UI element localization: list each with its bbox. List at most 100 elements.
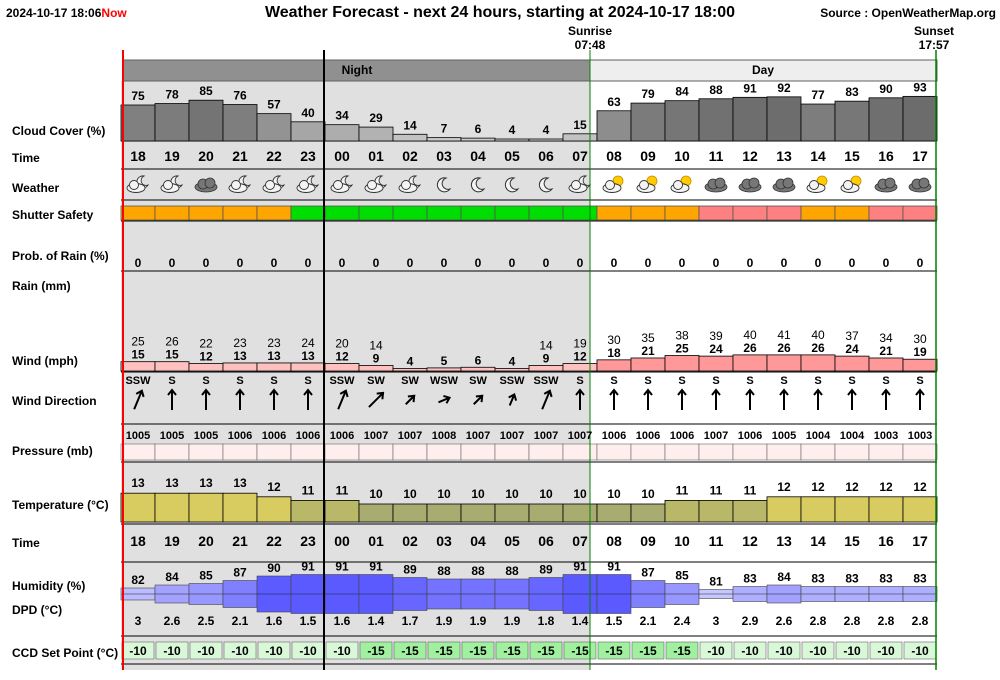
time-label: 19	[164, 148, 180, 164]
cloud-cover-value: 34	[335, 109, 349, 123]
dpd-value: 2.6	[776, 614, 793, 628]
time-label: 02	[402, 533, 418, 549]
time-label: 14	[810, 148, 826, 164]
cloud-cover-bar	[630, 102, 666, 142]
time-label: 04	[470, 533, 486, 549]
wind-direction-label: S	[678, 375, 685, 387]
wind-gust-value: 41	[777, 328, 791, 342]
time-label: 09	[640, 533, 656, 549]
pressure-cell	[426, 443, 462, 461]
sunset-label: Sunset	[913, 24, 954, 38]
humidity-value: 85	[675, 569, 689, 583]
shutter-safety-cell	[664, 205, 700, 221]
cloud-cover-value: 29	[369, 111, 383, 125]
wind-arrow-icon	[711, 388, 721, 410]
humidity-value: 83	[879, 572, 893, 586]
wind-speed-bar	[664, 355, 700, 372]
temperature-value: 12	[913, 480, 927, 494]
wind-arrow-icon	[847, 388, 857, 410]
wind-arrow-icon	[368, 391, 385, 408]
cloud-cover-value: 91	[743, 81, 757, 95]
dpd-value: 1.6	[266, 614, 283, 628]
prob-rain-value: 0	[577, 256, 584, 270]
pressure-cell	[868, 443, 904, 461]
cloud-cover-value: 6	[475, 122, 482, 136]
source-label: Source : OpenWeatherMap.org	[820, 6, 996, 20]
wind-arrow-icon	[677, 388, 687, 410]
cloud-cover-bar	[154, 103, 190, 142]
wind-arrow-icon	[269, 388, 279, 410]
humidity-value: 83	[743, 572, 757, 586]
time-label: 21	[232, 533, 248, 549]
wind-arrow-icon	[473, 394, 484, 405]
wind-speed-value: 4	[509, 355, 516, 369]
partly-cloudy-day-icon	[806, 175, 828, 193]
wind-arrow-icon	[881, 388, 891, 410]
cloud-cover-bar	[392, 133, 428, 142]
wind-arrow-icon	[609, 388, 619, 410]
label-shutter-safety: Shutter Safety	[12, 208, 94, 222]
humidity-value: 89	[403, 563, 417, 577]
time-label: 13	[776, 148, 792, 164]
wind-arrow-icon	[541, 389, 553, 410]
cloud-cover-value: 15	[573, 118, 587, 132]
time-label: 05	[504, 148, 520, 164]
wind-direction-label: SW	[367, 375, 385, 387]
pressure-cell	[222, 443, 258, 461]
ccd-set-point-cell	[529, 641, 563, 660]
wind-arrow-icon	[438, 394, 452, 404]
humidity-value: 81	[709, 575, 723, 589]
pressure-cell	[902, 443, 938, 461]
ccd-set-point-value: -10	[197, 644, 215, 658]
prob-rain-value: 0	[169, 256, 176, 270]
shutter-safety-cell	[596, 205, 632, 221]
wind-speed-bar	[324, 363, 360, 372]
dpd-value: 3	[713, 614, 720, 628]
cloud-cover-value: 83	[845, 85, 859, 99]
partly-cloudy-night-icon	[364, 175, 388, 193]
temperature-value: 10	[369, 487, 383, 501]
time-label: 06	[538, 533, 554, 549]
wind-speed-bar	[596, 359, 632, 372]
time-label: 20	[198, 533, 214, 549]
wind-gust-value: 37	[845, 329, 859, 343]
cloud-cover-bar	[902, 95, 938, 142]
partly-cloudy-day-icon	[840, 175, 862, 193]
pressure-cell	[834, 443, 870, 461]
chart-title: Weather Forecast - next 24 hours, starti…	[264, 4, 736, 21]
time-label: 11	[709, 148, 724, 164]
dpd-value: 2.8	[810, 614, 827, 628]
time-label: 08	[606, 533, 622, 549]
temperature-bar	[222, 492, 258, 523]
partly-cloudy-night-icon	[568, 175, 592, 193]
humidity-value: 88	[437, 564, 451, 578]
wind-speed-bar	[868, 357, 904, 372]
wind-gust-value: 23	[233, 336, 247, 350]
time-label: 17	[912, 533, 928, 549]
wind-gust-value: 38	[675, 329, 689, 343]
ccd-set-point-cell	[597, 641, 631, 660]
pressure-cell	[664, 443, 700, 461]
pressure-value: 1005	[126, 430, 150, 442]
wind-speed-bar	[256, 362, 292, 372]
cloudy-icon	[704, 177, 728, 193]
time-label: 23	[300, 533, 316, 549]
ccd-set-point-cell	[257, 641, 291, 660]
pressure-value: 1005	[772, 430, 796, 442]
ccd-set-point-cell	[189, 641, 223, 660]
prob-rain-value: 0	[815, 256, 822, 270]
humidity-value: 84	[165, 570, 179, 584]
pressure-cell	[698, 443, 734, 461]
pressure-value: 1007	[364, 430, 388, 442]
temperature-bar	[596, 503, 632, 523]
temperature-value: 11	[336, 483, 349, 497]
wind-arrow-icon	[575, 388, 585, 410]
ccd-set-point-value: -10	[265, 644, 283, 658]
cloud-cover-value: 90	[879, 82, 893, 96]
dpd-value: 2.6	[164, 614, 181, 628]
label-weather: Weather	[12, 181, 60, 195]
temperature-bar	[324, 499, 360, 523]
dpd-value: 2.5	[198, 614, 215, 628]
wind-speed-value: 4	[407, 355, 414, 369]
